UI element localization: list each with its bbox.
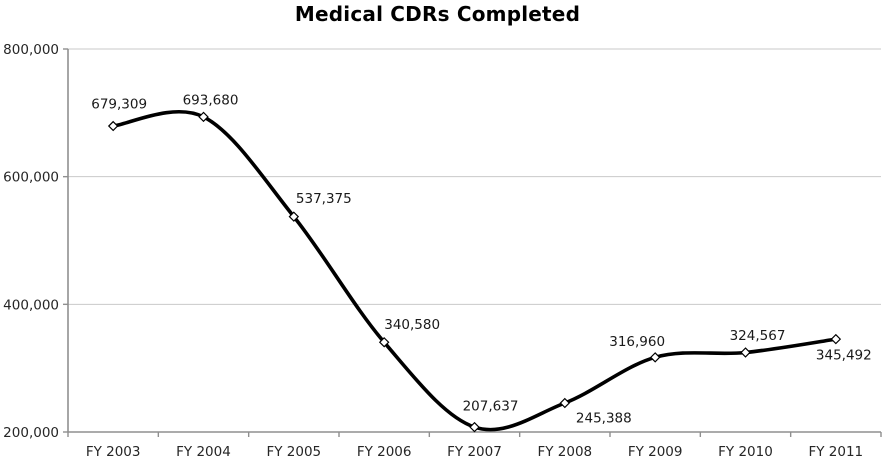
data-point-marker: [198, 111, 209, 123]
data-point-marker: [740, 347, 751, 358]
data-point-label: 537,375: [296, 191, 352, 207]
data-point-marker: [649, 352, 661, 363]
data-point-label: 324,567: [730, 328, 786, 344]
data-point-label: 207,637: [463, 399, 519, 415]
data-point-marker: [469, 421, 480, 433]
x-tick-label: FY 2007: [447, 444, 502, 460]
chart-title: Medical CDRs Completed: [294, 2, 581, 26]
data-point-label: 345,492: [816, 348, 872, 364]
data-point-marker: [107, 120, 119, 132]
x-tick-label: FY 2011: [808, 444, 863, 460]
x-tick-label: FY 2004: [176, 444, 231, 460]
y-tick-label: 600,000: [3, 170, 59, 186]
y-tick-label: 400,000: [3, 297, 59, 313]
data-point-label: 245,388: [576, 411, 632, 427]
data-point-marker: [378, 337, 390, 348]
y-tick-label: 800,000: [3, 42, 59, 58]
data-point-label: 679,309: [91, 97, 147, 113]
x-tick-label: FY 2010: [718, 444, 773, 460]
data-point-marker: [559, 397, 571, 409]
x-tick-label: FY 2008: [537, 444, 592, 460]
x-tick-label: FY 2006: [357, 444, 412, 460]
data-point-label: 316,960: [609, 334, 665, 350]
x-tick-label: FY 2003: [86, 444, 141, 460]
data-point-marker: [830, 333, 842, 345]
data-point-label: 693,680: [183, 92, 239, 108]
series-line: [111, 110, 838, 432]
y-tick-label: 200,000: [3, 425, 59, 441]
data-point-label: 340,580: [384, 317, 440, 333]
data-point-marker: [288, 211, 300, 222]
x-tick-label: FY 2005: [266, 444, 321, 460]
x-tick-label: FY 2009: [628, 444, 683, 460]
